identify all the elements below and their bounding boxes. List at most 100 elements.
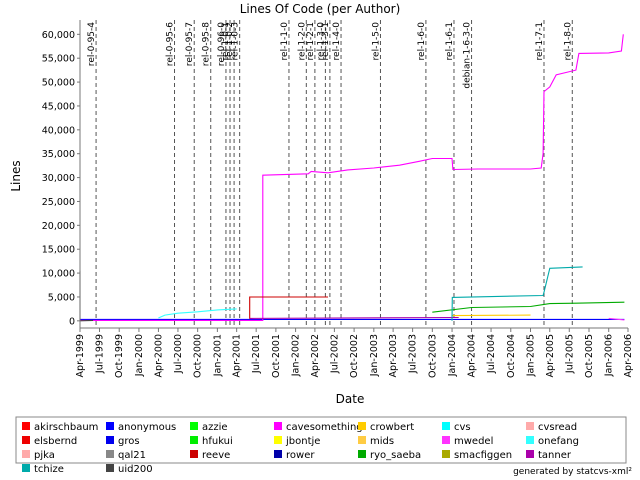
legend-swatch — [358, 422, 366, 430]
series-line-reeve — [249, 296, 328, 319]
legend-label: jbontje — [285, 436, 320, 447]
tag-label: debian-1-6-3-0 — [463, 22, 473, 89]
footer-credit: generated by statcvs-xml² — [513, 467, 632, 477]
legend-swatch — [22, 450, 30, 458]
legend-label: cavesomething — [286, 422, 363, 433]
legend-swatch — [274, 422, 282, 430]
y-tick-label: 0 — [69, 316, 75, 327]
tag-label: rel-1-2-1 — [306, 22, 316, 60]
y-tick-label: 15,000 — [42, 245, 75, 256]
tag-label: rel-1-8-0 — [563, 22, 573, 61]
legend-label: tchize — [34, 464, 64, 475]
tag-label: rel-0-95-7 — [185, 22, 195, 66]
x-tick-label: Jul-2004 — [486, 334, 497, 374]
x-tick-label: Oct-2002 — [349, 334, 360, 378]
tag-label: rel-1-3-0 — [316, 22, 326, 61]
legend-swatch — [358, 436, 366, 444]
legend-swatch — [106, 450, 114, 458]
series-line-mwedel — [608, 317, 625, 321]
x-tick-label: Jan-2003 — [369, 334, 380, 377]
legend-label: azzie — [202, 422, 228, 433]
legend-swatch — [526, 450, 534, 458]
series-line-uid200 — [79, 270, 94, 322]
x-tick-label: Apr-2002 — [310, 334, 321, 377]
legend-swatch — [274, 450, 282, 458]
x-tick-label: Oct-1999 — [114, 334, 125, 378]
legend-swatch — [526, 436, 534, 444]
x-tick-label: Apr-2001 — [232, 334, 243, 377]
x-tick-label: Apr-2006 — [623, 334, 634, 377]
series-line-ryo_saeba — [432, 301, 625, 313]
legend-label: anonymous — [118, 422, 176, 433]
x-tick-label: Apr-2004 — [467, 334, 478, 377]
legend-label: rower — [286, 450, 315, 461]
legend-swatch — [274, 436, 282, 444]
series-line-cavesomething — [80, 34, 624, 321]
x-tick-label: Oct-2003 — [427, 334, 438, 378]
legend-label: ryo_saeba — [370, 450, 421, 461]
legend-label: reeve — [202, 450, 230, 461]
chart-title: Lines Of Code (per Author) — [240, 2, 401, 16]
legend-swatch — [190, 436, 198, 444]
x-tick-label: Jul-2000 — [173, 334, 184, 374]
tag-label: rel-1-0-2 — [225, 22, 235, 60]
legend-swatch — [442, 450, 450, 458]
x-tick-label: Jan-2006 — [604, 334, 615, 377]
axes: 0 5,000 10,000 15,000 20,000 25,000 30,000 35,0… — [42, 20, 634, 378]
legend-label: cvsread — [538, 422, 577, 433]
legend-swatch — [22, 464, 30, 472]
series-line-crowbert — [451, 314, 531, 317]
legend-label: cvs — [454, 422, 471, 433]
x-tick-label: Apr-2005 — [545, 334, 556, 377]
y-tick-label: 45,000 — [42, 101, 75, 112]
legend-swatch — [442, 422, 450, 430]
tag-label: rel-0-95-4 — [87, 22, 97, 66]
x-tick-label: Oct-2001 — [271, 334, 282, 378]
x-tick-label: Jan-2000 — [134, 334, 145, 377]
x-tick-label: Jan-2001 — [212, 334, 223, 377]
legend-swatch — [190, 422, 198, 430]
x-tick-label: Jul-2002 — [329, 334, 340, 374]
legend-label: elsbernd — [34, 436, 77, 447]
legend-label: akirschbaum — [34, 422, 98, 433]
y-tick-label: 35,000 — [42, 149, 75, 160]
release-tags: rel-0-95-4 rel-0-95-6 rel-0-95-7 rel-0-95-8… — [87, 20, 573, 328]
series-line-tanner — [249, 316, 459, 319]
legend-swatch — [22, 436, 30, 444]
series-line-onefang — [158, 308, 237, 319]
y-tick-label: 55,000 — [42, 54, 75, 65]
legend-label: uid200 — [118, 464, 153, 475]
tag-label: rel-1-2-0 — [297, 22, 307, 61]
x-tick-label: Apr-1999 — [75, 334, 86, 377]
tag-label: rel-1-3-1 — [321, 22, 331, 60]
y-tick-label: 20,000 — [42, 221, 75, 232]
legend-label: smacfiggen — [454, 450, 512, 461]
series-lines — [79, 34, 625, 322]
tag-label: rel-0-96-0 — [217, 22, 227, 66]
tag-label: rel-1-6-1 — [445, 22, 455, 60]
legend-swatch — [358, 450, 366, 458]
legend-swatch — [106, 436, 114, 444]
series-line-tchize — [451, 266, 583, 321]
x-axis-label: Date — [336, 392, 365, 406]
x-tick-label: Jul-2003 — [408, 334, 419, 374]
legend-swatch — [22, 422, 30, 430]
y-tick-label: 5,000 — [48, 292, 75, 303]
legend-label: pjka — [34, 450, 55, 461]
legend-label: tanner — [538, 450, 572, 461]
x-tick-label: Apr-2003 — [388, 334, 399, 377]
x-tick-label: Jan-2002 — [291, 334, 302, 377]
legend-swatch — [106, 464, 114, 472]
tag-label: rel-1-7-1 — [535, 22, 545, 60]
legend-label: hfukui — [202, 436, 233, 447]
legend-swatch — [442, 436, 450, 444]
y-tick-label: 10,000 — [42, 269, 75, 280]
x-tick-label: Jul-2005 — [564, 334, 575, 374]
y-tick-label: 25,000 — [42, 197, 75, 208]
y-tick-label: 40,000 — [42, 125, 75, 136]
y-tick-label: 50,000 — [42, 78, 75, 89]
legend-label: mwedel — [454, 436, 493, 447]
tag-label: rel-1-5-0 — [371, 22, 381, 61]
x-tick-label: Oct-2000 — [193, 334, 204, 378]
